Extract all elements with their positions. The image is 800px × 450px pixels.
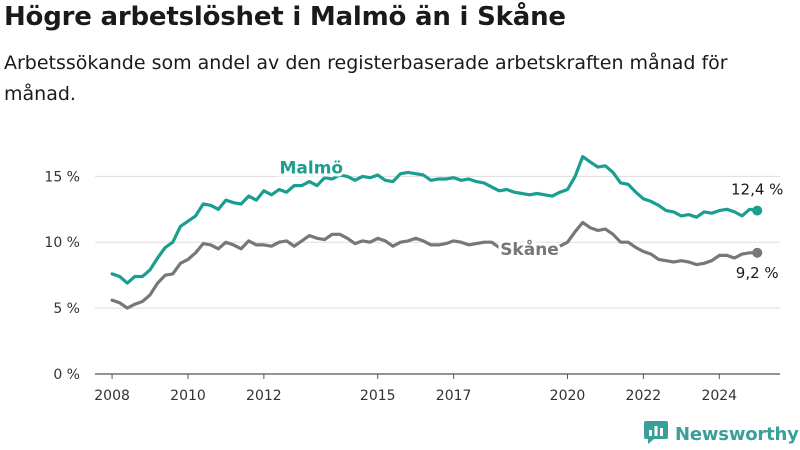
grid-lines: [95, 175, 780, 375]
end-value-label: 12,4 %: [731, 181, 783, 199]
y-tick-label: 5 %: [53, 301, 80, 317]
y-tick-label: 0 %: [53, 367, 80, 383]
y-tick-label: 10 %: [44, 235, 80, 251]
bar-chart-logo-icon: [644, 419, 668, 449]
x-tick-label: 2017: [436, 388, 472, 404]
x-axis-ticks: 2008 2010 2012 2015 2017 2020 2022 2024: [94, 374, 737, 404]
x-tick-label: 2022: [626, 388, 662, 404]
end-value-label: 9,2 %: [736, 264, 779, 282]
brand-name: Newsworthy: [675, 423, 799, 445]
y-tick-label: 15 %: [44, 169, 80, 185]
series-name-label: Malmö: [280, 159, 344, 179]
series-lines: [110, 155, 763, 310]
x-tick-label: 2020: [550, 388, 586, 404]
x-tick-label: 2015: [360, 388, 396, 404]
x-tick-label: 2024: [701, 388, 737, 404]
x-tick-label: 2008: [94, 388, 130, 404]
y-axis-ticks: 0 % 5 % 10 % 15 %: [44, 169, 80, 383]
series-line-1: [110, 220, 759, 310]
x-tick-label: 2012: [246, 388, 282, 404]
chart-title: Högre arbetslöshet i Malmö än i Skåne: [4, 2, 566, 32]
series-line-0: [110, 155, 759, 285]
series-end-point: [752, 205, 763, 216]
chart-subtitle: Arbetssökande som andel av den registerb…: [4, 52, 728, 105]
x-tick-label: 2010: [170, 388, 206, 404]
series-labels: Malmö Skåne 12,4 % 9,2 %: [277, 156, 784, 282]
series-end-point: [752, 247, 763, 258]
series-name-label: Skåne: [500, 238, 559, 260]
newsworthy-logo[interactable]: Newsworthy: [644, 420, 799, 448]
